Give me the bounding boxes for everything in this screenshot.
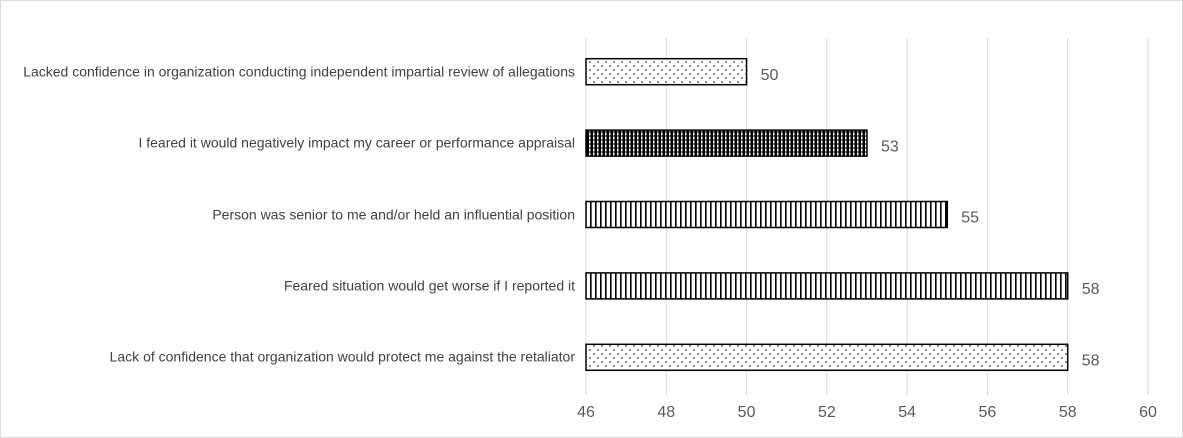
category-label: I feared it would negatively impact my c… (138, 134, 575, 151)
bar (585, 272, 1069, 300)
data-label: 55 (961, 210, 979, 227)
data-label: 50 (761, 67, 779, 84)
x-tick-label: 56 (979, 404, 997, 421)
bar (585, 129, 868, 157)
category-label: Lacked confidence in organization conduc… (23, 63, 575, 80)
category-label: Lack of confidence that organization wou… (109, 348, 575, 365)
x-tick-label: 60 (1139, 404, 1157, 421)
bar (585, 200, 949, 229)
x-tick-label: 54 (898, 404, 916, 421)
x-tick-label: 48 (657, 404, 675, 421)
data-label: 58 (1082, 353, 1100, 370)
x-tick-label: 52 (818, 404, 836, 421)
category-label: Feared situation would get worse if I re… (283, 277, 575, 294)
data-label: 58 (1082, 281, 1100, 298)
data-label: 53 (881, 138, 899, 155)
x-tick-label: 58 (1059, 404, 1077, 421)
x-tick-label: 50 (738, 404, 756, 421)
x-tick-label: 46 (577, 404, 595, 421)
category-label: Person was senior to me and/or held an i… (212, 206, 575, 222)
bar (585, 343, 1069, 372)
bar (585, 57, 748, 86)
